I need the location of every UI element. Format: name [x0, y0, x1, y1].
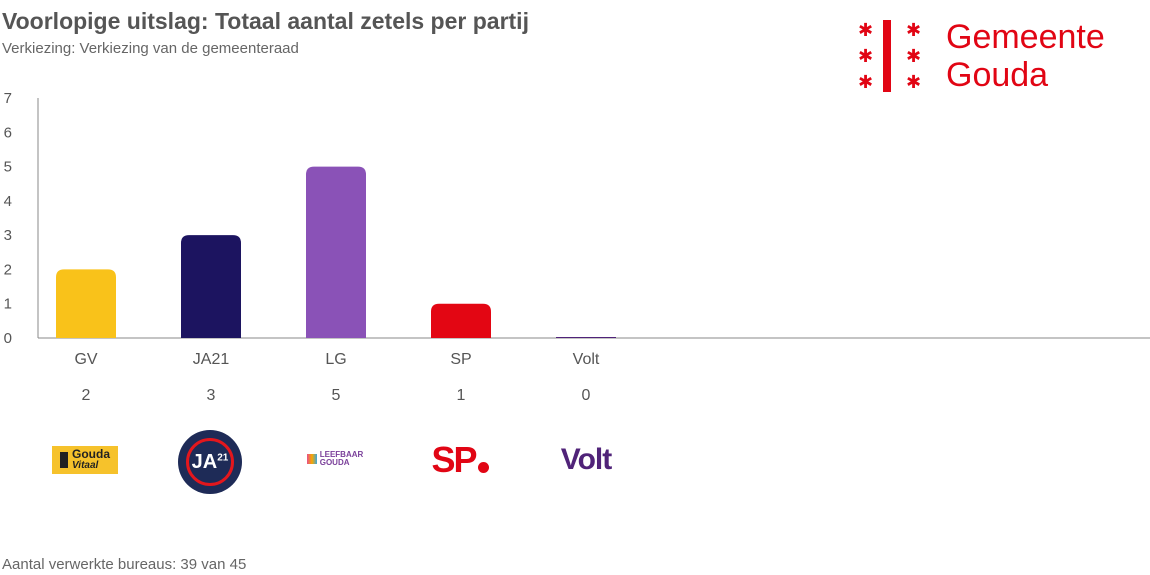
seat-value-label: 3 [207, 387, 216, 404]
page-subtitle: Verkiezing: Verkiezing van de gemeentera… [2, 40, 299, 57]
seat-value-label: 2 [82, 387, 91, 404]
seat-bar-chart: 0 1 2 3 4 5 6 7 GV 2 JA21 3 LG 5 SP 1 Volt 0 [4, 90, 1150, 404]
x-category-label: SP [450, 351, 471, 368]
volt-logo-text: Volt [560, 443, 612, 476]
y-tick-label: 1 [4, 296, 12, 313]
y-tick-label: 7 [4, 90, 12, 107]
bar-gv[interactable] [56, 269, 116, 338]
y-tick-label: 6 [4, 124, 12, 141]
gv-party-logo: Gouda Vitaal [52, 446, 118, 474]
logo-line-gemeente: Gemeente [946, 18, 1105, 56]
sp-logo-text: SP [431, 439, 477, 480]
x-category-label: JA21 [193, 351, 230, 368]
gemeente-gouda-logo: ✱ ✱ ✱ ✱ ✱ ✱ Gemeente Gouda [856, 18, 1146, 94]
ja21-logo-text: JA [191, 450, 218, 473]
svg-text:✱: ✱ [906, 46, 921, 67]
bar-lg[interactable] [306, 166, 366, 338]
processed-stations-note: Aantal verwerkte bureaus: 39 van 45 [2, 556, 247, 573]
svg-text:✱: ✱ [906, 20, 921, 41]
svg-text:✱: ✱ [858, 72, 873, 93]
sp-party-logo: SP [422, 439, 498, 480]
seat-value-label: 1 [457, 387, 466, 404]
ja21-party-logo: JA21 [178, 430, 242, 494]
x-category-label: LG [325, 351, 346, 368]
page-title: Voorlopige uitslag: Totaal aantal zetels… [2, 8, 529, 34]
y-tick-label: 0 [4, 330, 12, 347]
x-category-label: GV [74, 351, 97, 368]
lg-party-logo: LEEFBAAR GOUDA [300, 450, 370, 468]
svg-text:✱: ✱ [858, 46, 873, 67]
gv-logo-subtext: Vitaal [72, 460, 99, 471]
bar-ja21[interactable] [181, 235, 241, 338]
y-tick-label: 2 [4, 261, 12, 278]
x-category-label: Volt [573, 351, 600, 368]
y-tick-label: 3 [4, 227, 12, 244]
lg-logo-line1: LEEFBAAR [319, 450, 364, 459]
seat-value-label: 0 [582, 387, 591, 404]
gouda-coat-of-arms-icon: ✱ ✱ ✱ ✱ ✱ ✱ [858, 20, 921, 93]
tomato-icon [477, 461, 489, 473]
lg-logo-line2: GOUDA [319, 458, 350, 467]
svg-text:✱: ✱ [906, 72, 921, 93]
volt-party-logo: Volt [550, 442, 622, 478]
y-tick-label: 5 [4, 159, 12, 176]
church-icon [60, 452, 68, 468]
bar-volt[interactable] [556, 337, 616, 338]
gv-logo-text: Gouda [72, 447, 110, 461]
svg-text:✱: ✱ [858, 20, 873, 41]
leefbaar-mark-icon [306, 454, 317, 464]
y-tick-label: 4 [4, 193, 12, 210]
seat-value-label: 5 [332, 387, 341, 404]
logo-line-gouda: Gouda [946, 56, 1049, 94]
ja21-logo-sup: 21 [217, 451, 229, 463]
bar-sp[interactable] [431, 303, 491, 338]
